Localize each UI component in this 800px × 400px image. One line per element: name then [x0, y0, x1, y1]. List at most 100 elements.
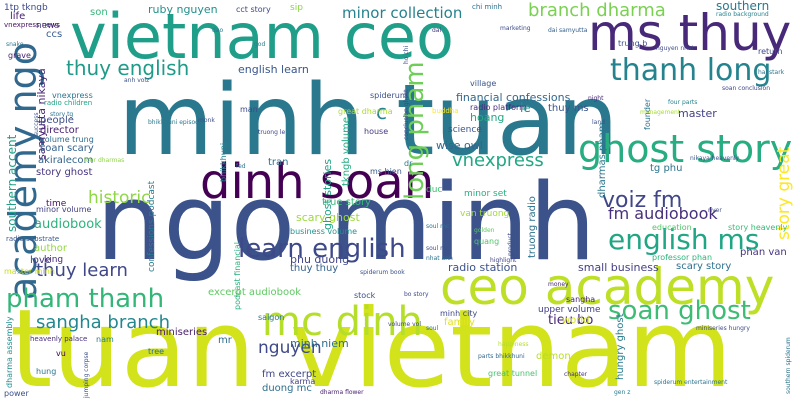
cloud-word: van truong: [460, 209, 510, 219]
cloud-word: quang: [474, 237, 500, 246]
cloud-word: minor volume: [36, 205, 92, 214]
cloud-word: nam: [96, 335, 114, 344]
cloud-word: man: [240, 105, 258, 114]
cloud-word: tieu bo: [548, 313, 594, 328]
cloud-word: night: [588, 95, 604, 102]
cloud-word: director: [40, 125, 79, 136]
cloud-word: snake: [6, 41, 24, 48]
cloud-word: golden: [474, 227, 495, 234]
cloud-word: life: [10, 11, 26, 22]
cloud-word: minor set: [464, 189, 507, 199]
cloud-word: chapter: [564, 371, 588, 378]
cloud-word: dai: [432, 27, 442, 34]
cloud-word: people: [40, 115, 74, 126]
cloud-word: product: [507, 232, 514, 256]
cloud-word: vu: [56, 349, 66, 358]
cloud-word: soul: [426, 325, 439, 332]
cloud-word: power: [4, 389, 29, 398]
cloud-word: dharma flower: [320, 389, 364, 396]
cloud-word: dao: [212, 27, 224, 34]
cloud-word: professor phan: [652, 253, 713, 262]
cloud-word: vietnam ceo: [70, 0, 454, 73]
cloud-word: story tg: [50, 111, 74, 118]
cloud-word: highlight: [490, 257, 517, 264]
cloud-word: hoang: [470, 111, 505, 124]
cloud-word: four dharmas: [84, 157, 125, 164]
cloud-word: nikaya heavenly: [690, 155, 740, 162]
cloud-word: ghost stories: [321, 158, 334, 230]
cloud-word: bhikkhuni episode: [148, 119, 203, 126]
cloud-word: house: [364, 127, 389, 136]
cloud-word: family: [444, 317, 475, 328]
cloud-word: grave: [8, 51, 31, 60]
cloud-word: ho chi: [403, 45, 410, 64]
cloud-word: southern accent: [5, 134, 19, 232]
cloud-word: tg phu: [650, 163, 683, 174]
cloud-word: southern spiderum: [785, 337, 792, 394]
cloud-word: radio platform: [470, 103, 527, 112]
cloud-word: king: [44, 255, 64, 265]
cloud-word: management: [640, 109, 681, 116]
cloud-word: business volume: [290, 227, 358, 236]
cloud-word: chi minh: [472, 3, 503, 11]
cloud-word: excerpt audiobook: [208, 287, 302, 298]
cloud-word: soul mc: [426, 245, 450, 252]
cloud-word: minh tuan: [118, 64, 619, 178]
cloud-word: c: [376, 100, 387, 124]
cloud-word: jumping corpse: [83, 351, 90, 398]
cloud-word: dharmas pham: [597, 122, 608, 198]
cloud-word: miniseries hungry: [696, 325, 750, 332]
cloud-word: ruby nguyen: [148, 3, 218, 16]
cloud-word: time: [46, 199, 67, 209]
cloud-word: small business: [578, 261, 659, 274]
cloud-word: monk: [198, 117, 215, 124]
cloud-word: radio substrate: [6, 235, 60, 243]
cloud-word: true story: [322, 197, 371, 208]
cloud-word: vnexpress news: [4, 21, 61, 29]
cloud-word: cct story: [236, 5, 271, 14]
cloud-word: soan conclusion: [722, 85, 770, 92]
cloud-word: sangha branch: [36, 312, 170, 333]
cloud-word: education: [652, 223, 692, 232]
cloud-word: nhat anh: [426, 255, 453, 262]
cloud-word: dr: [404, 159, 413, 168]
cloud-word: world: [562, 315, 590, 326]
cloud-word: trung b: [618, 39, 648, 48]
cloud-word: demon: [536, 351, 571, 362]
cloud-word: thuy ms: [548, 103, 589, 114]
cloud-word: parts bhikkhuni: [478, 353, 525, 360]
cloud-word: duc: [426, 185, 443, 195]
cloud-word: historic: [88, 188, 151, 208]
cloud-word: four parts: [668, 99, 698, 106]
cloud-word: village: [470, 79, 497, 88]
cloud-word: dai samyutta: [548, 27, 588, 34]
cloud-word: anh voiz: [124, 77, 150, 84]
cloud-word: miniseries: [156, 327, 208, 338]
cloud-word: soul mc: [426, 223, 450, 230]
cloud-word: volume trung: [40, 135, 94, 144]
cloud-word: love: [30, 255, 51, 266]
cloud-word: ccs: [46, 29, 63, 40]
cloud-word: upper volume: [538, 305, 601, 315]
cloud-word: fed: [236, 163, 246, 170]
cloud-word: mc dinh: [262, 299, 423, 345]
cloud-word: scary story: [676, 261, 732, 272]
cloud-word: vnexpress: [52, 91, 93, 100]
cloud-word: ghost story: [578, 127, 793, 171]
cloud-word: voiz fm: [602, 188, 683, 213]
cloud-word: sip: [290, 3, 303, 13]
cloud-word: great dharma: [338, 107, 393, 116]
cloud-word: happiness: [498, 341, 529, 348]
cloud-word: river: [708, 207, 722, 214]
cloud-word: founder: [643, 98, 652, 130]
cloud-word: money: [548, 281, 569, 288]
cloud-word: nguyen nhat: [656, 45, 695, 52]
cloud-word: fm audiobook: [608, 204, 718, 223]
cloud-word: radio background: [716, 11, 769, 18]
cloud-word: tran: [268, 157, 289, 168]
cloud-word: conclusion ghost: [403, 89, 410, 140]
cloud-word: spiderum: [370, 91, 408, 100]
cloud-word: minh niem: [290, 337, 349, 350]
cloud-word: financial confessions: [456, 91, 571, 104]
cloud-word: tree: [148, 347, 165, 356]
